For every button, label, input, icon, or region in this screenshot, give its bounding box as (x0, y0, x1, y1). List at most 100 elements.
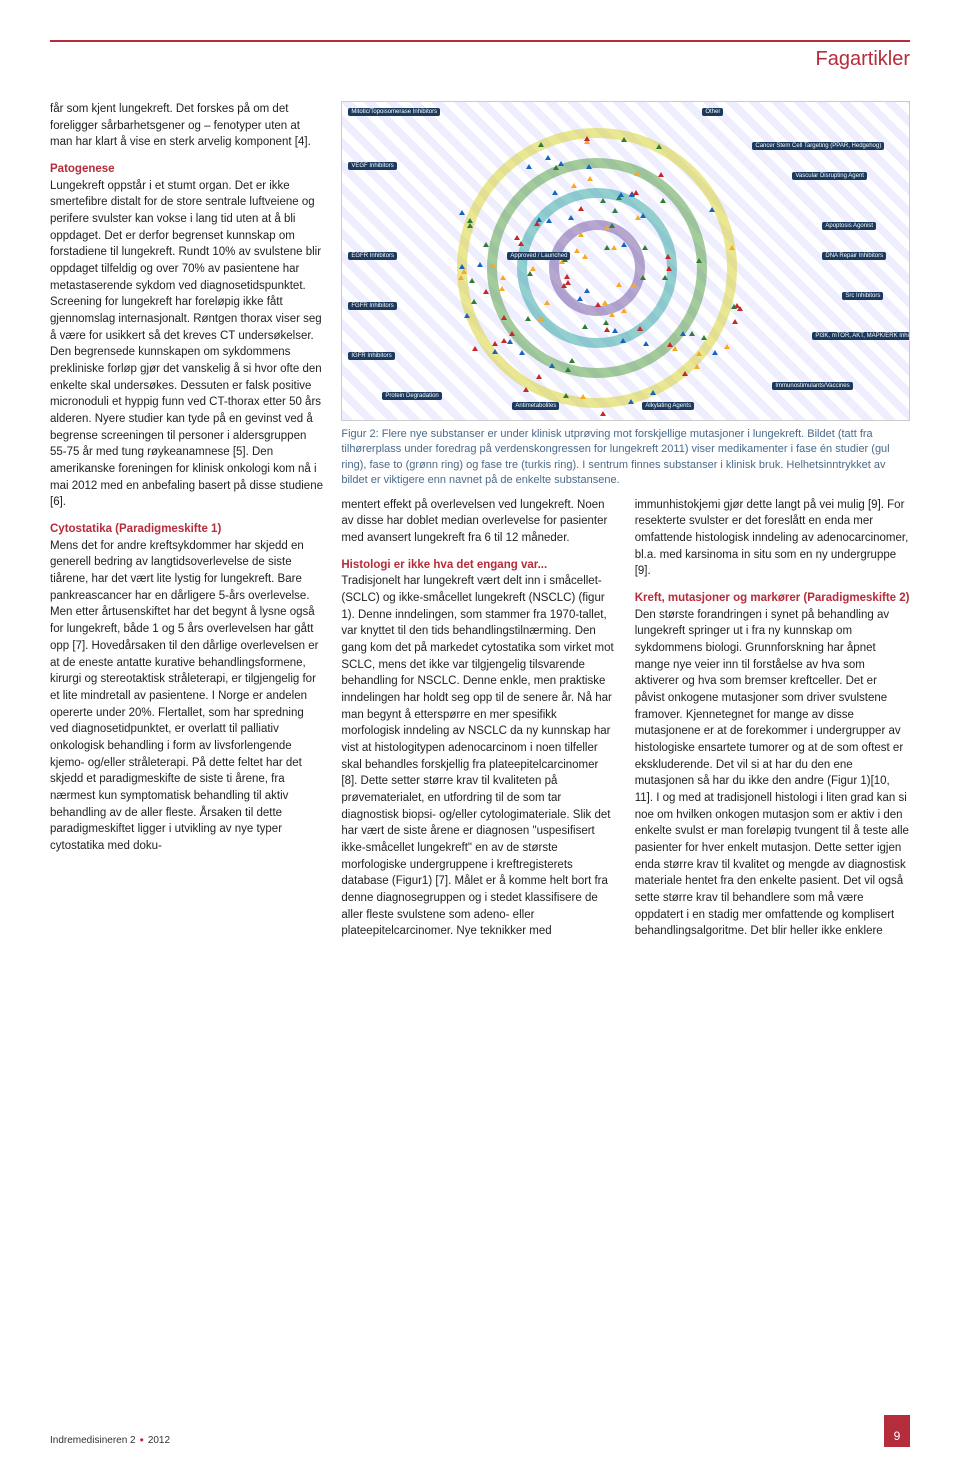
figure-marker (621, 308, 627, 313)
figure-marker (637, 326, 643, 331)
figure-marker (578, 232, 584, 237)
figure-caption: Figur 2: Flere nye substanser er under k… (341, 427, 910, 489)
figure-tag: VEGF Inhibitors (348, 162, 396, 170)
figure-marker (612, 208, 618, 213)
figure-2: Mitotic/Topoisomerase InhibitorsOtherCan… (341, 101, 910, 489)
figure-marker (467, 218, 473, 223)
figure-marker (483, 242, 489, 247)
figure-tag: Alkylating Agents (642, 402, 694, 410)
figure-tag: Src Inhibitors (842, 292, 883, 300)
figure-marker (563, 393, 569, 398)
page-footer: Indremedisineren 2 • 2012 9 (50, 1415, 910, 1447)
figure-marker (642, 245, 648, 250)
figure-tag: Vascular Disrupting Agent (792, 172, 867, 180)
figure-marker (471, 299, 477, 304)
footer-left: Indremedisineren 2 • 2012 (50, 1433, 170, 1447)
figure-marker (600, 411, 606, 416)
figure-tag: IGFR Inhibitors (348, 352, 394, 360)
col2-head-histologi: Histologi er ikke hva det engang var... (341, 557, 616, 574)
figure-marker (712, 350, 718, 355)
figure-tag: Approved / Launched (507, 252, 570, 260)
figure-tag: Antimetabolites (512, 402, 559, 410)
figure-tag: Cancer Stem Cell Targeting (PPAR, Hedgeh… (752, 142, 884, 150)
figure-marker (666, 266, 672, 271)
figure-marker (469, 278, 475, 283)
footer-journal: Indremedisineren 2 (50, 1435, 136, 1446)
figure-marker (577, 296, 583, 301)
figure-marker (483, 289, 489, 294)
col2-p1: mentert effekt på overlevelsen ved lunge… (341, 497, 616, 547)
figure-marker (672, 346, 678, 351)
footer-year: 2012 (148, 1435, 170, 1446)
col1-head-cytostatika: Cytostatika (Paradigmeskifte 1) (50, 521, 323, 538)
figure-marker (595, 302, 601, 307)
figure-marker (582, 324, 588, 329)
figure-marker (658, 172, 664, 177)
figure-marker (612, 328, 618, 333)
figure-marker (731, 304, 737, 309)
figure-marker (696, 258, 702, 263)
figure-marker (549, 363, 555, 368)
figure-tag: Mitotic/Topoisomerase Inhibitors (348, 108, 440, 116)
figure-marker (586, 164, 592, 169)
figure-marker (634, 171, 640, 176)
figure-marker (561, 283, 567, 288)
figure-marker (527, 271, 533, 276)
figure-marker (628, 399, 634, 404)
figure-marker (526, 164, 532, 169)
column-1: får som kjent lungekreft. Det forskes på… (50, 101, 323, 942)
figure-marker (477, 262, 483, 267)
figure-marker (509, 331, 515, 336)
col3-head-kreft: Kreft, mutasjoner og markører (Paradigme… (635, 590, 910, 607)
col2-p2: Tradisjonelt har lungekreft vært delt in… (341, 573, 616, 940)
figure-marker (611, 245, 617, 250)
col1-intro: får som kjent lungekreft. Det forskes på… (50, 101, 323, 151)
figure-marker (492, 349, 498, 354)
footer-bullet-icon: • (140, 1433, 144, 1447)
col3-p2: Den største forandringen i synet på beha… (635, 607, 910, 940)
section-header: Fagartikler (50, 48, 910, 71)
figure-marker (629, 192, 635, 197)
page-number: 9 (884, 1415, 910, 1447)
figure-marker (709, 207, 715, 212)
column-3: immunhistokjemi gjør dette langt på vei … (635, 497, 910, 942)
figure-marker (536, 374, 542, 379)
figure-marker (640, 275, 646, 280)
col1-p2: Mens det for andre kreftsykdommer har sk… (50, 538, 323, 855)
figure-tag: PI3K, mTOR, AKT, MAPK/ERK Inhibitors (812, 332, 910, 340)
figure-marker (643, 341, 649, 346)
figure-marker (534, 221, 540, 226)
figure-marker (696, 351, 702, 356)
figure-marker (631, 283, 637, 288)
figure-marker (616, 282, 622, 287)
figure-marker (571, 183, 577, 188)
col3-p1: immunhistokjemi gjør dette langt på vei … (635, 497, 910, 580)
figure-marker (680, 331, 686, 336)
figure-marker (604, 327, 610, 332)
figure-marker (602, 300, 608, 305)
figure-marker (618, 192, 624, 197)
figure-marker (525, 316, 531, 321)
figure-marker (472, 346, 478, 351)
figure-marker (459, 210, 465, 215)
figure-marker (558, 161, 564, 166)
figure-marker (694, 364, 700, 369)
figure-marker (574, 248, 580, 253)
figure-marker (490, 263, 496, 268)
header-rule (50, 40, 910, 42)
figure-marker (580, 394, 586, 399)
figure-marker (500, 275, 506, 280)
figure-tag: Protein Degradation (382, 392, 441, 400)
figure-tag: Immunostimulants/Vaccines (772, 382, 852, 390)
figure-marker (514, 235, 520, 240)
col1-head-patogenese: Patogenese (50, 161, 323, 178)
figure-marker (545, 155, 551, 160)
figure-marker (600, 198, 606, 203)
figure-marker (492, 341, 498, 346)
figure-marker (603, 320, 609, 325)
figure-marker (519, 350, 525, 355)
figure-marker (578, 206, 584, 211)
columns-2-3: mentert effekt på overlevelsen ved lunge… (341, 497, 910, 942)
figure-marker (660, 198, 666, 203)
figure-marker (467, 223, 473, 228)
